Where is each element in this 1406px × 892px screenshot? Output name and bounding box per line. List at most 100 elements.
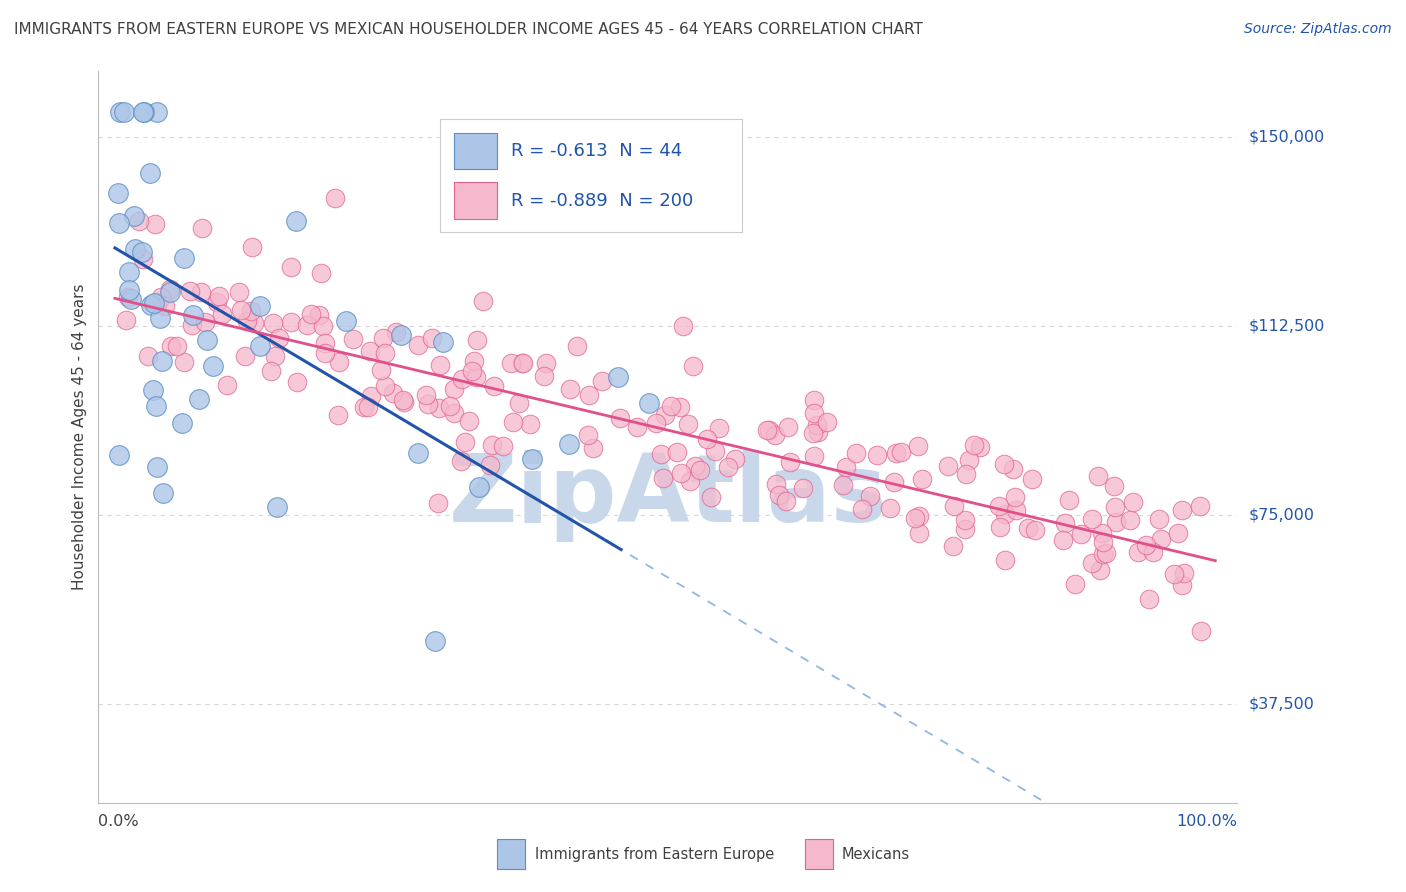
Point xyxy=(149,311,172,326)
Point xyxy=(1171,578,1194,592)
Point xyxy=(233,349,256,363)
Point xyxy=(1173,566,1195,580)
Point xyxy=(1021,472,1043,486)
Point xyxy=(249,339,271,353)
Point xyxy=(150,354,173,368)
Point xyxy=(443,382,465,396)
Point xyxy=(149,290,172,304)
Point xyxy=(342,332,364,346)
Point xyxy=(988,520,1011,534)
Point xyxy=(936,459,959,474)
Point xyxy=(768,488,790,502)
Point xyxy=(1002,462,1025,476)
Point xyxy=(1167,526,1189,541)
Point xyxy=(118,264,141,278)
Point xyxy=(1005,503,1028,517)
Point xyxy=(463,353,485,368)
Point xyxy=(136,349,159,363)
Point xyxy=(907,439,929,453)
Point xyxy=(807,425,830,440)
Point xyxy=(391,328,413,343)
Point xyxy=(406,446,429,460)
Point xyxy=(453,434,475,449)
Point xyxy=(146,104,169,119)
Point xyxy=(120,292,142,306)
Point xyxy=(267,331,290,345)
Point xyxy=(696,432,718,446)
Point xyxy=(1081,556,1104,570)
Point xyxy=(243,316,266,330)
Point xyxy=(908,509,931,524)
Point xyxy=(963,438,986,452)
Point xyxy=(132,104,155,119)
Point xyxy=(160,339,183,353)
Point xyxy=(679,474,702,488)
Text: Mexicans: Mexicans xyxy=(842,847,910,862)
Point xyxy=(1091,535,1114,549)
Point xyxy=(1122,495,1144,509)
Point xyxy=(181,308,204,322)
Point xyxy=(845,446,868,460)
Point xyxy=(353,400,375,414)
Point xyxy=(374,379,396,393)
Text: R = -0.613  N = 44: R = -0.613 N = 44 xyxy=(510,142,682,160)
Point xyxy=(208,289,231,303)
Point xyxy=(1063,576,1085,591)
Point xyxy=(1087,468,1109,483)
Point xyxy=(202,359,225,374)
Point xyxy=(211,307,233,321)
Point xyxy=(1142,545,1164,559)
Point xyxy=(884,446,907,460)
Point xyxy=(1189,624,1212,638)
Point xyxy=(1070,527,1092,541)
FancyBboxPatch shape xyxy=(440,119,742,232)
Point xyxy=(510,355,533,369)
Point xyxy=(173,252,195,266)
Point xyxy=(360,389,382,403)
Point xyxy=(166,339,188,353)
Point xyxy=(578,388,600,402)
Point xyxy=(668,400,690,414)
Point xyxy=(1080,512,1102,526)
Point xyxy=(815,415,838,429)
Point xyxy=(385,325,408,339)
Point xyxy=(890,444,912,458)
Point xyxy=(426,496,449,510)
Point xyxy=(406,337,429,351)
Point xyxy=(180,318,202,333)
Text: 0.0%: 0.0% xyxy=(98,814,139,829)
Point xyxy=(1171,503,1194,517)
Point xyxy=(146,459,169,474)
Point xyxy=(263,349,285,363)
Point xyxy=(943,500,966,514)
Point xyxy=(993,458,1015,472)
Point xyxy=(678,417,700,431)
Point xyxy=(107,186,129,200)
Point xyxy=(672,319,695,334)
Point xyxy=(651,471,673,485)
Point xyxy=(359,344,381,359)
Point xyxy=(866,448,889,462)
Point xyxy=(295,318,318,332)
Point xyxy=(415,387,437,401)
Point xyxy=(132,104,155,119)
Point xyxy=(1150,532,1173,546)
Point xyxy=(654,409,676,423)
Point xyxy=(108,448,131,462)
Point xyxy=(471,294,494,309)
Point xyxy=(240,239,263,253)
FancyBboxPatch shape xyxy=(498,839,526,869)
Point xyxy=(249,299,271,313)
FancyBboxPatch shape xyxy=(804,839,832,869)
Point xyxy=(392,392,415,407)
Point xyxy=(142,383,165,397)
Point xyxy=(508,396,530,410)
Point xyxy=(429,358,451,372)
Point xyxy=(1090,526,1112,541)
Point xyxy=(717,459,740,474)
Point xyxy=(146,294,169,309)
Point xyxy=(335,314,357,328)
Point xyxy=(576,428,599,442)
Point xyxy=(457,415,479,429)
Point xyxy=(260,364,283,378)
